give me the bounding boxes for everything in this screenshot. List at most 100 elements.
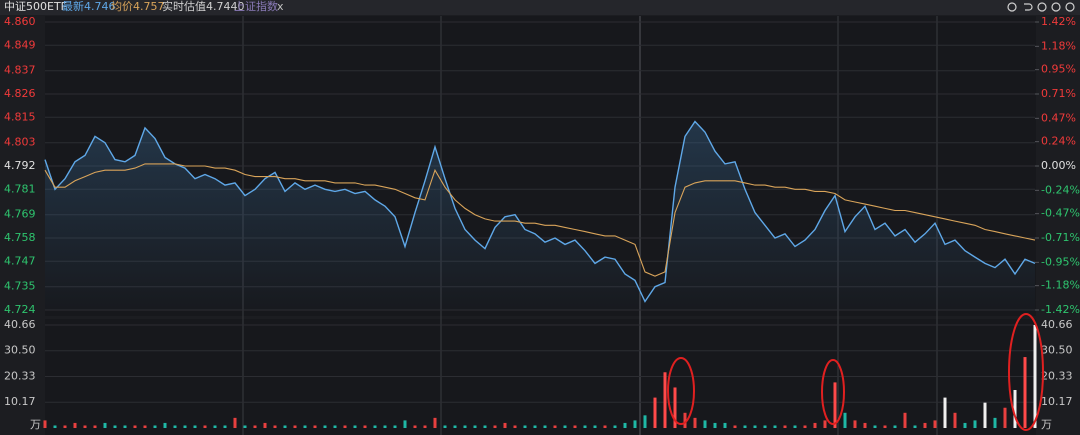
header-index[interactable]: 上证指数 xyxy=(234,0,278,13)
volume-bar xyxy=(633,420,637,428)
volume-unit: 万 xyxy=(1041,418,1052,431)
volume-bar xyxy=(993,417,997,428)
y-tick-label: 30.50 xyxy=(4,344,36,357)
volume-bar xyxy=(953,412,957,428)
volume-bar xyxy=(453,425,457,428)
volume-bar xyxy=(833,382,837,428)
volume-bar xyxy=(983,402,987,428)
volume-bar xyxy=(683,412,687,428)
volume-bar xyxy=(963,422,967,428)
y-tick-label: 4.781 xyxy=(4,182,36,195)
volume-bar xyxy=(123,425,127,428)
volume-bar xyxy=(143,425,147,428)
volume-bar xyxy=(663,372,667,428)
volume-bar xyxy=(353,425,357,428)
volume-bar xyxy=(393,425,397,428)
volume-bar xyxy=(93,425,97,428)
volume-bar xyxy=(533,425,537,428)
volume-bar xyxy=(333,425,337,428)
y-tick-label: 4.826 xyxy=(4,87,36,100)
volume-bar xyxy=(813,422,817,428)
volume-bar xyxy=(913,425,917,428)
volume-bar xyxy=(573,425,577,428)
volume-bar xyxy=(423,425,427,428)
volume-bar xyxy=(373,425,377,428)
volume-bar xyxy=(173,425,177,428)
header-average: 均价4.757 xyxy=(111,0,165,13)
header-estimate: 实时估值4.7440 xyxy=(162,0,245,13)
volume-bar xyxy=(463,425,467,428)
volume-bar xyxy=(183,425,187,428)
icon-zoom-in[interactable] xyxy=(1037,2,1047,12)
y2-tick-label: -0.95% xyxy=(1041,255,1080,268)
volume-bar xyxy=(153,425,157,428)
volume-unit: 万 xyxy=(30,418,41,431)
y-tick-label: 4.803 xyxy=(4,136,36,149)
volume-bar xyxy=(713,422,717,428)
icon-undo[interactable] xyxy=(1024,3,1033,11)
volume-bar xyxy=(673,387,677,428)
volume-bar xyxy=(623,422,627,428)
y-tick-label: 10.17 xyxy=(1041,395,1073,408)
y2-tick-label: 1.18% xyxy=(1041,39,1076,52)
volume-bar xyxy=(213,425,217,428)
volume-bar xyxy=(523,425,527,428)
volume-bar xyxy=(223,425,227,428)
y2-tick-label: -0.71% xyxy=(1041,231,1080,244)
volume-bar xyxy=(343,425,347,428)
volume-bar xyxy=(903,412,907,428)
volume-bar xyxy=(703,420,707,428)
volume-bar xyxy=(733,425,737,428)
volume-bar xyxy=(273,425,277,428)
volume-bar xyxy=(873,425,877,428)
y2-tick-label: 0.47% xyxy=(1041,111,1076,124)
volume-bar xyxy=(363,425,367,428)
volume-bar xyxy=(233,417,237,428)
volume-bar xyxy=(783,425,787,428)
volume-bar xyxy=(643,415,647,428)
y2-tick-label: 0.24% xyxy=(1041,135,1076,148)
volume-bar xyxy=(133,425,137,428)
highlight-circle xyxy=(667,357,695,425)
y2-tick-label: -1.42% xyxy=(1041,303,1080,316)
volume-bar xyxy=(443,425,447,428)
volume-bar xyxy=(603,425,607,428)
y-tick-label: 4.758 xyxy=(4,231,36,244)
volume-bar xyxy=(483,425,487,428)
volume-bar xyxy=(253,425,257,428)
y2-tick-label: -0.47% xyxy=(1041,207,1080,220)
volume-bar xyxy=(103,422,107,428)
y2-tick-label: -1.18% xyxy=(1041,279,1080,292)
icon-settings[interactable] xyxy=(1065,2,1075,12)
header-title: 中证500ETF xyxy=(4,0,67,13)
y-tick-label: 20.33 xyxy=(4,370,36,383)
volume-bar xyxy=(43,420,47,428)
volume-bar xyxy=(593,425,597,428)
icon-zoom-out[interactable] xyxy=(1051,2,1061,12)
y-tick-label: 30.50 xyxy=(1041,344,1073,357)
volume-bar xyxy=(563,425,567,428)
volume-bar xyxy=(693,417,697,428)
volume-bar xyxy=(513,425,517,428)
volume-bar xyxy=(863,422,867,428)
volume-bar xyxy=(773,425,777,428)
y-tick-label: 4.735 xyxy=(4,280,36,293)
volume-bar xyxy=(403,420,407,428)
volume-bar xyxy=(973,420,977,428)
volume-bar xyxy=(893,425,897,428)
volume-bar xyxy=(1013,390,1017,428)
y-tick-label: 4.792 xyxy=(4,159,36,172)
y2-tick-label: -0.24% xyxy=(1041,183,1080,196)
volume-bar xyxy=(293,425,297,428)
y2-tick-label: 0.00% xyxy=(1041,159,1076,172)
volume-bar xyxy=(53,425,57,428)
highlight-circle xyxy=(1008,313,1044,431)
volume-bar xyxy=(323,425,327,428)
header-close[interactable]: x xyxy=(277,0,284,13)
icon-locate[interactable] xyxy=(1007,2,1017,12)
volume-bar xyxy=(543,425,547,428)
volume-bar xyxy=(883,425,887,428)
volume-bar xyxy=(413,425,417,428)
volume-bar xyxy=(743,425,747,428)
volume-bar xyxy=(383,425,387,428)
